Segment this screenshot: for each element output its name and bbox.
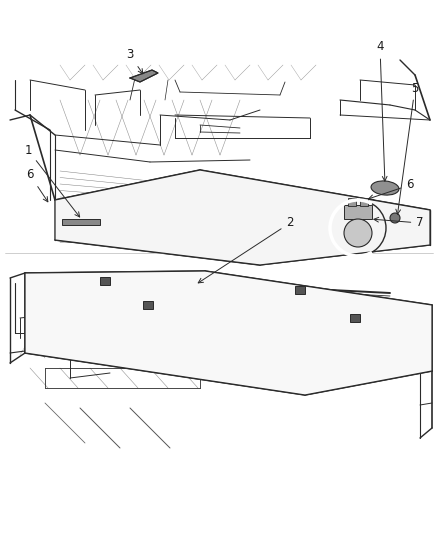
Text: 2: 2 [198, 216, 294, 283]
Text: 7: 7 [374, 216, 424, 230]
Bar [348, 198, 356, 206]
Text: 6: 6 [26, 168, 48, 202]
Bar [62, 219, 100, 225]
Text: 4: 4 [376, 41, 387, 181]
Circle shape [344, 219, 372, 247]
Text: 3: 3 [126, 49, 143, 74]
Polygon shape [25, 271, 432, 395]
Bar [344, 205, 372, 219]
Bar [295, 286, 305, 294]
Bar [350, 314, 360, 322]
Text: 6: 6 [369, 179, 414, 199]
Bar [143, 301, 153, 309]
Text: 1: 1 [24, 143, 80, 217]
Bar [360, 198, 368, 206]
Polygon shape [55, 170, 430, 265]
Text: 5: 5 [396, 82, 419, 214]
Circle shape [390, 213, 400, 223]
Ellipse shape [371, 181, 399, 195]
Polygon shape [130, 70, 158, 82]
Bar [100, 277, 110, 285]
